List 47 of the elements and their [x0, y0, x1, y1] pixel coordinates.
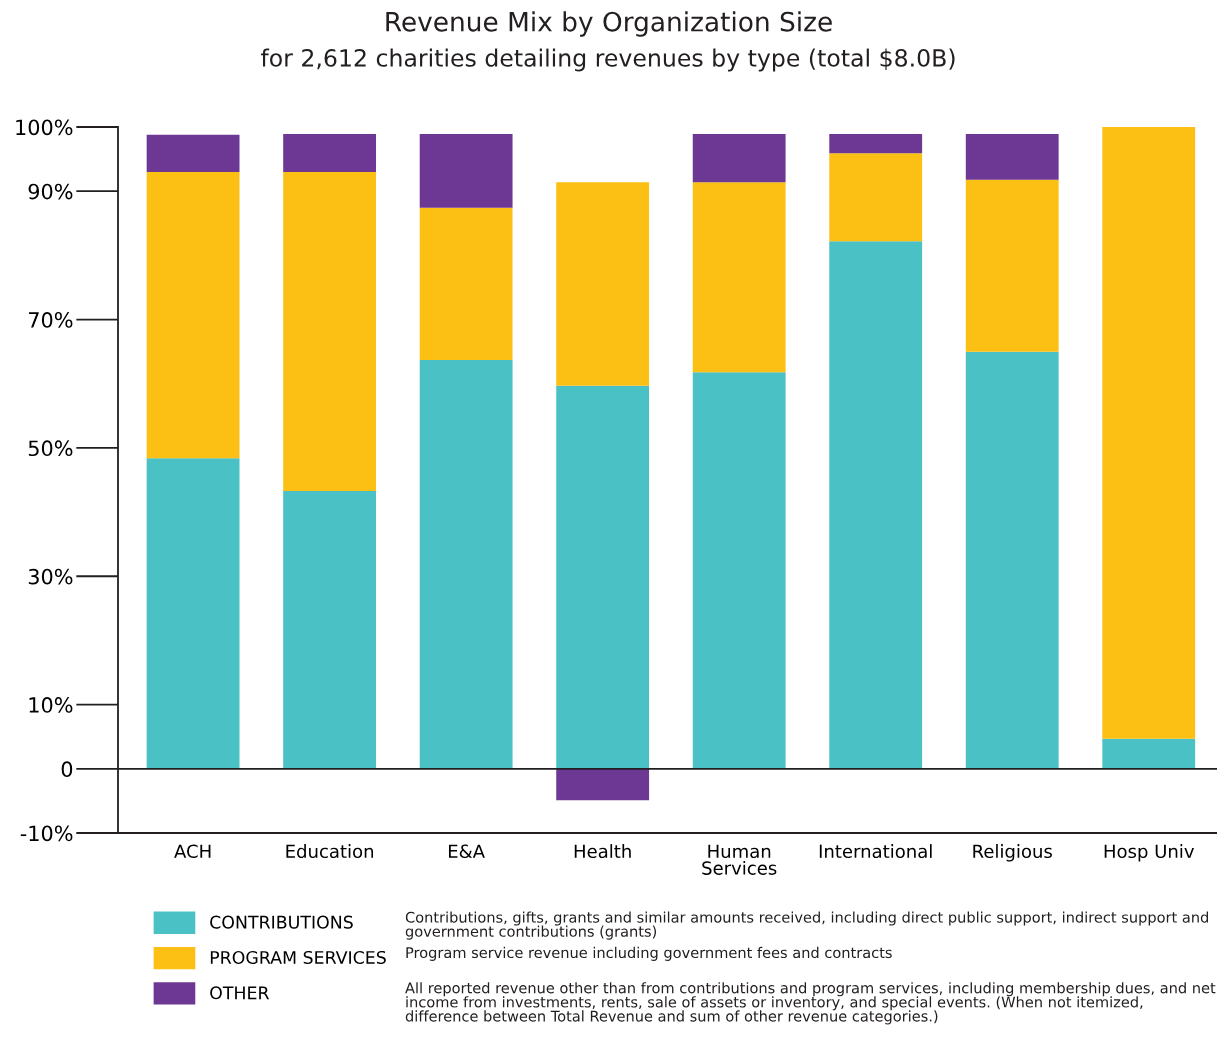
y-tick-label: -10%	[20, 825, 73, 842]
bar	[965, 351, 1059, 769]
bar	[419, 207, 513, 360]
bar	[146, 171, 240, 459]
bar	[692, 372, 786, 769]
chart-title: Revenue Mix by Organization Size	[386, 11, 832, 37]
bar	[146, 134, 240, 172]
bar	[829, 241, 923, 769]
text: All reported revenue other than from contributions and program services, including membership dues, and net income from investments, rents, sale of assets or inventory, and special events. (When not itemized, difference between Total Revenue and sum of other revenue categories.)	[405, 982, 1216, 1025]
bar	[829, 134, 923, 154]
y-tick-label: 10%	[29, 697, 73, 713]
legend-label: OTHER	[210, 986, 270, 1000]
text: Program service revenue including government fees and contracts	[406, 946, 892, 961]
bar	[556, 385, 650, 769]
y-tick-label: 70%	[28, 312, 73, 328]
bar	[283, 171, 377, 491]
bar	[692, 134, 786, 183]
x-tick-label: E&A	[448, 844, 485, 859]
x-tick-label: International	[819, 844, 932, 859]
x-tick-label: Religious	[973, 844, 1052, 862]
x-tick-label: Hosp Univ	[1104, 844, 1194, 862]
bar	[692, 182, 786, 373]
bar	[829, 153, 923, 242]
text: Contributions, gifts, grants and similar amounts received, including direct public support, indirect support and government contributions (grants)	[405, 911, 1208, 940]
bar	[556, 768, 650, 801]
bar	[1102, 127, 1196, 739]
chart-subtitle: for 2,612 charities detailing revenues by type (total $8.0B)	[260, 48, 955, 72]
x-tick-label: Health	[574, 844, 631, 859]
bar	[419, 134, 513, 208]
y-tick-label: 0	[61, 761, 73, 778]
y-tick-label: 50%	[28, 440, 73, 457]
y-tick-label: 90%	[28, 183, 73, 200]
bar	[965, 134, 1059, 180]
bar	[419, 359, 513, 769]
bar	[283, 134, 377, 172]
bar	[146, 458, 240, 769]
bar	[965, 179, 1059, 352]
y-tick-label: 30%	[28, 568, 73, 585]
legend-label: CONTRIBUTIONS	[210, 915, 353, 929]
y-tick-label: 100%	[16, 119, 73, 136]
legend-label: PROGRAM SERVICES	[210, 950, 386, 965]
bar	[556, 182, 650, 386]
x-tick-label: Education	[286, 844, 374, 859]
x-tick-label: ACH	[174, 844, 211, 859]
bar	[1102, 738, 1196, 769]
x-tick-label: Human Services	[702, 844, 777, 875]
bar	[283, 490, 377, 769]
